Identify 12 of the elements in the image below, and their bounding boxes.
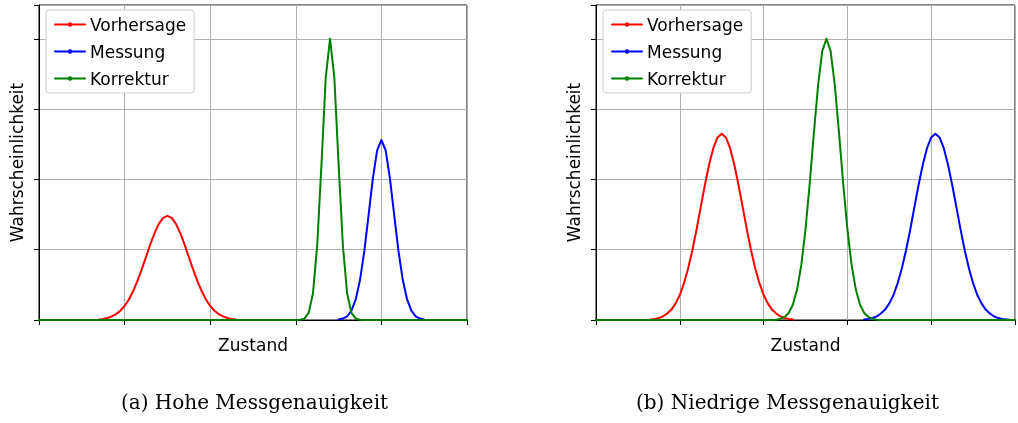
x-axis-title: Zustand	[218, 334, 288, 355]
text: (b) Niedrige Messgenauigkeit	[635, 390, 940, 414]
y-axis-title: Wahrscheinlichkeit	[6, 82, 27, 243]
legend-label: Korrektur	[90, 68, 169, 89]
legend-label: Messung	[90, 41, 166, 62]
legend-label: Messung	[647, 41, 723, 62]
legend-label: Korrektur	[647, 68, 726, 89]
x-axis-title: Zustand	[770, 334, 841, 355]
legend-label: Vorhersage	[90, 14, 187, 35]
legend-label: Vorhersage	[647, 14, 744, 35]
text: (a) Hohe Messgenauigkeit	[120, 390, 389, 414]
y-axis-title: Wahrscheinlichkeit	[563, 82, 584, 243]
